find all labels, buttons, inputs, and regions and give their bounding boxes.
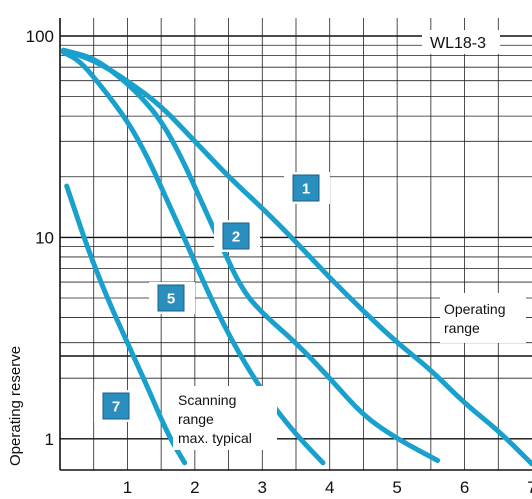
y-tick-label: 10 bbox=[35, 228, 54, 247]
labels: WL18-3 Operating range Scanning range ma… bbox=[7, 30, 526, 466]
y-tick-label: 1 bbox=[45, 430, 54, 449]
x-tick-label: 7 bbox=[527, 478, 532, 497]
series-label-5: 5 bbox=[167, 291, 175, 308]
series-badge-7 bbox=[102, 392, 130, 420]
y-axis-label: Operating reserve bbox=[7, 346, 24, 466]
operating-range-label-1: Operating bbox=[444, 301, 505, 317]
series-label-1: 1 bbox=[302, 181, 310, 198]
scanning-range-label-3: max. typical bbox=[178, 430, 252, 446]
x-tick-label: 1 bbox=[123, 478, 132, 497]
operating-range-bg bbox=[440, 293, 526, 343]
scanning-range-label-1: Scanning bbox=[178, 392, 236, 408]
x-tick-label: 2 bbox=[190, 478, 199, 497]
chart-title: WL18-3 bbox=[430, 35, 486, 52]
x-tick-label: 5 bbox=[392, 478, 401, 497]
x-tick-label: 4 bbox=[325, 478, 334, 497]
series-badge-2 bbox=[222, 222, 250, 250]
series-line-5 bbox=[60, 49, 326, 466]
x-tick-label: 3 bbox=[258, 478, 267, 497]
series-label-7: 7 bbox=[112, 399, 120, 416]
title-bg bbox=[422, 30, 500, 54]
y-tick-label: 100 bbox=[26, 27, 54, 46]
operating-range-label-2: range bbox=[444, 320, 480, 336]
x-tick-label: 6 bbox=[460, 478, 469, 497]
series-badge-1 bbox=[292, 174, 320, 202]
series-label-2: 2 bbox=[232, 229, 240, 246]
series-badges: 1 2 5 7 bbox=[94, 172, 330, 422]
scanning-range-label-2: range bbox=[178, 411, 214, 427]
scanning-range-bg bbox=[173, 386, 277, 450]
tick-labels: 1 2 3 4 5 6 7 1 10 100 bbox=[26, 27, 532, 497]
series-badge-5 bbox=[157, 284, 185, 312]
